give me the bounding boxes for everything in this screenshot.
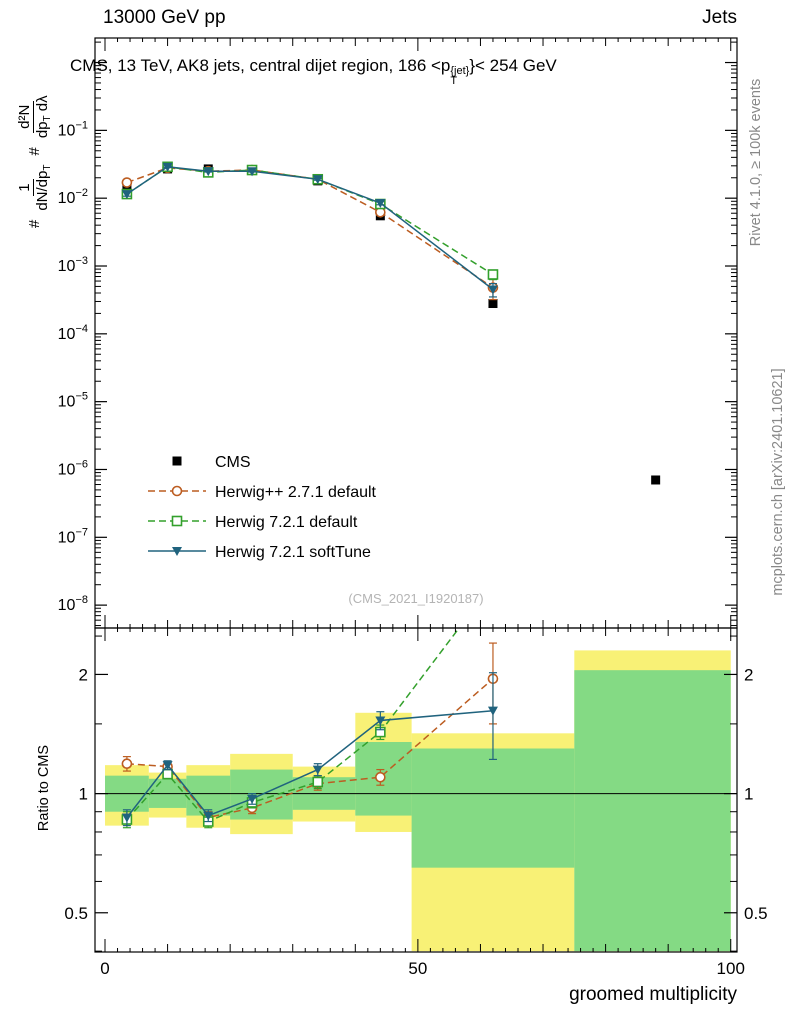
svg-text:10−5: 10−5	[58, 391, 88, 411]
rivet-version-note: Rivet 4.1.0, ≥ 100k events	[748, 78, 764, 247]
x-axis-label: groomed multiplicity	[569, 984, 737, 1005]
svg-text:50: 50	[408, 959, 427, 978]
svg-text:10−2: 10−2	[58, 187, 88, 207]
ylabel-frac1-denominator: dN/dpT	[34, 163, 53, 213]
svg-text:1: 1	[744, 785, 753, 804]
ylabel-frac1-den-sub: T	[42, 164, 53, 171]
svg-text:Herwig 7.2.1 softTune: Herwig 7.2.1 softTune	[215, 544, 371, 561]
ylabel-frac2-denominator: dpT dλ	[34, 93, 53, 140]
svg-text:2: 2	[744, 665, 753, 684]
svg-text:2: 2	[79, 665, 88, 684]
ylabel-frac2-den-sub: T	[42, 115, 53, 122]
pt-sub: T	[450, 75, 458, 87]
process-label: Jets	[702, 7, 737, 28]
ylabel-frac2-den-a: dp	[34, 121, 51, 139]
svg-text:10−8: 10−8	[58, 594, 88, 614]
ylabel-hash-1: #	[26, 219, 43, 228]
pt-superscript-subscript: {jet} T	[450, 65, 470, 87]
svg-text:10−6: 10−6	[58, 458, 88, 478]
svg-text:0.5: 0.5	[744, 904, 768, 923]
ylabel-hash-2: #	[26, 147, 43, 156]
pt-sup: {jet}	[450, 65, 470, 77]
analysis-id-watermark: (CMS_2021_I1920187)	[348, 591, 484, 606]
svg-text:1: 1	[79, 785, 88, 804]
svg-text:0: 0	[100, 959, 109, 978]
ylabel-fraction-1: 1 dN/dpT	[16, 163, 53, 213]
svg-text:10−3: 10−3	[58, 255, 88, 275]
svg-text:10−7: 10−7	[58, 526, 88, 546]
y-axis-label: # 1 dN/dpT # d²N dpT dλ	[16, 90, 53, 232]
svg-text:Herwig 7.2.1 default: Herwig 7.2.1 default	[215, 514, 358, 531]
plot-title-text: CMS, 13 TeV, AK8 jets, central dijet reg…	[70, 56, 451, 75]
beam-energy-label: 13000 GeV pp	[103, 7, 226, 28]
svg-text:Herwig++ 2.7.1 default: Herwig++ 2.7.1 default	[215, 484, 377, 501]
ylabel-frac1-numerator: 1	[16, 179, 34, 196]
ylabel-frac1-den-text: dN/dp	[34, 170, 51, 211]
svg-text:100: 100	[717, 959, 745, 978]
svg-text:10−4: 10−4	[58, 323, 88, 343]
mcplots-reference-note: mcplots.cern.ch [arXiv:2401.10621]	[770, 368, 786, 596]
ylabel-frac2-den-b: dλ	[34, 95, 51, 116]
svg-text:CMS: CMS	[215, 454, 251, 471]
plot-title: CMS, 13 TeV, AK8 jets, central dijet reg…	[70, 56, 557, 87]
svg-text:0.5: 0.5	[64, 904, 88, 923]
ylabel-frac2-numerator: d²N	[16, 100, 34, 133]
svg-text:10−1: 10−1	[58, 119, 88, 139]
ylabel-fraction-2: d²N dpT dλ	[16, 93, 53, 140]
ratio-y-axis-label: Ratio to CMS	[36, 744, 52, 832]
plot-title-suffix: }< 254 GeV	[469, 56, 557, 75]
